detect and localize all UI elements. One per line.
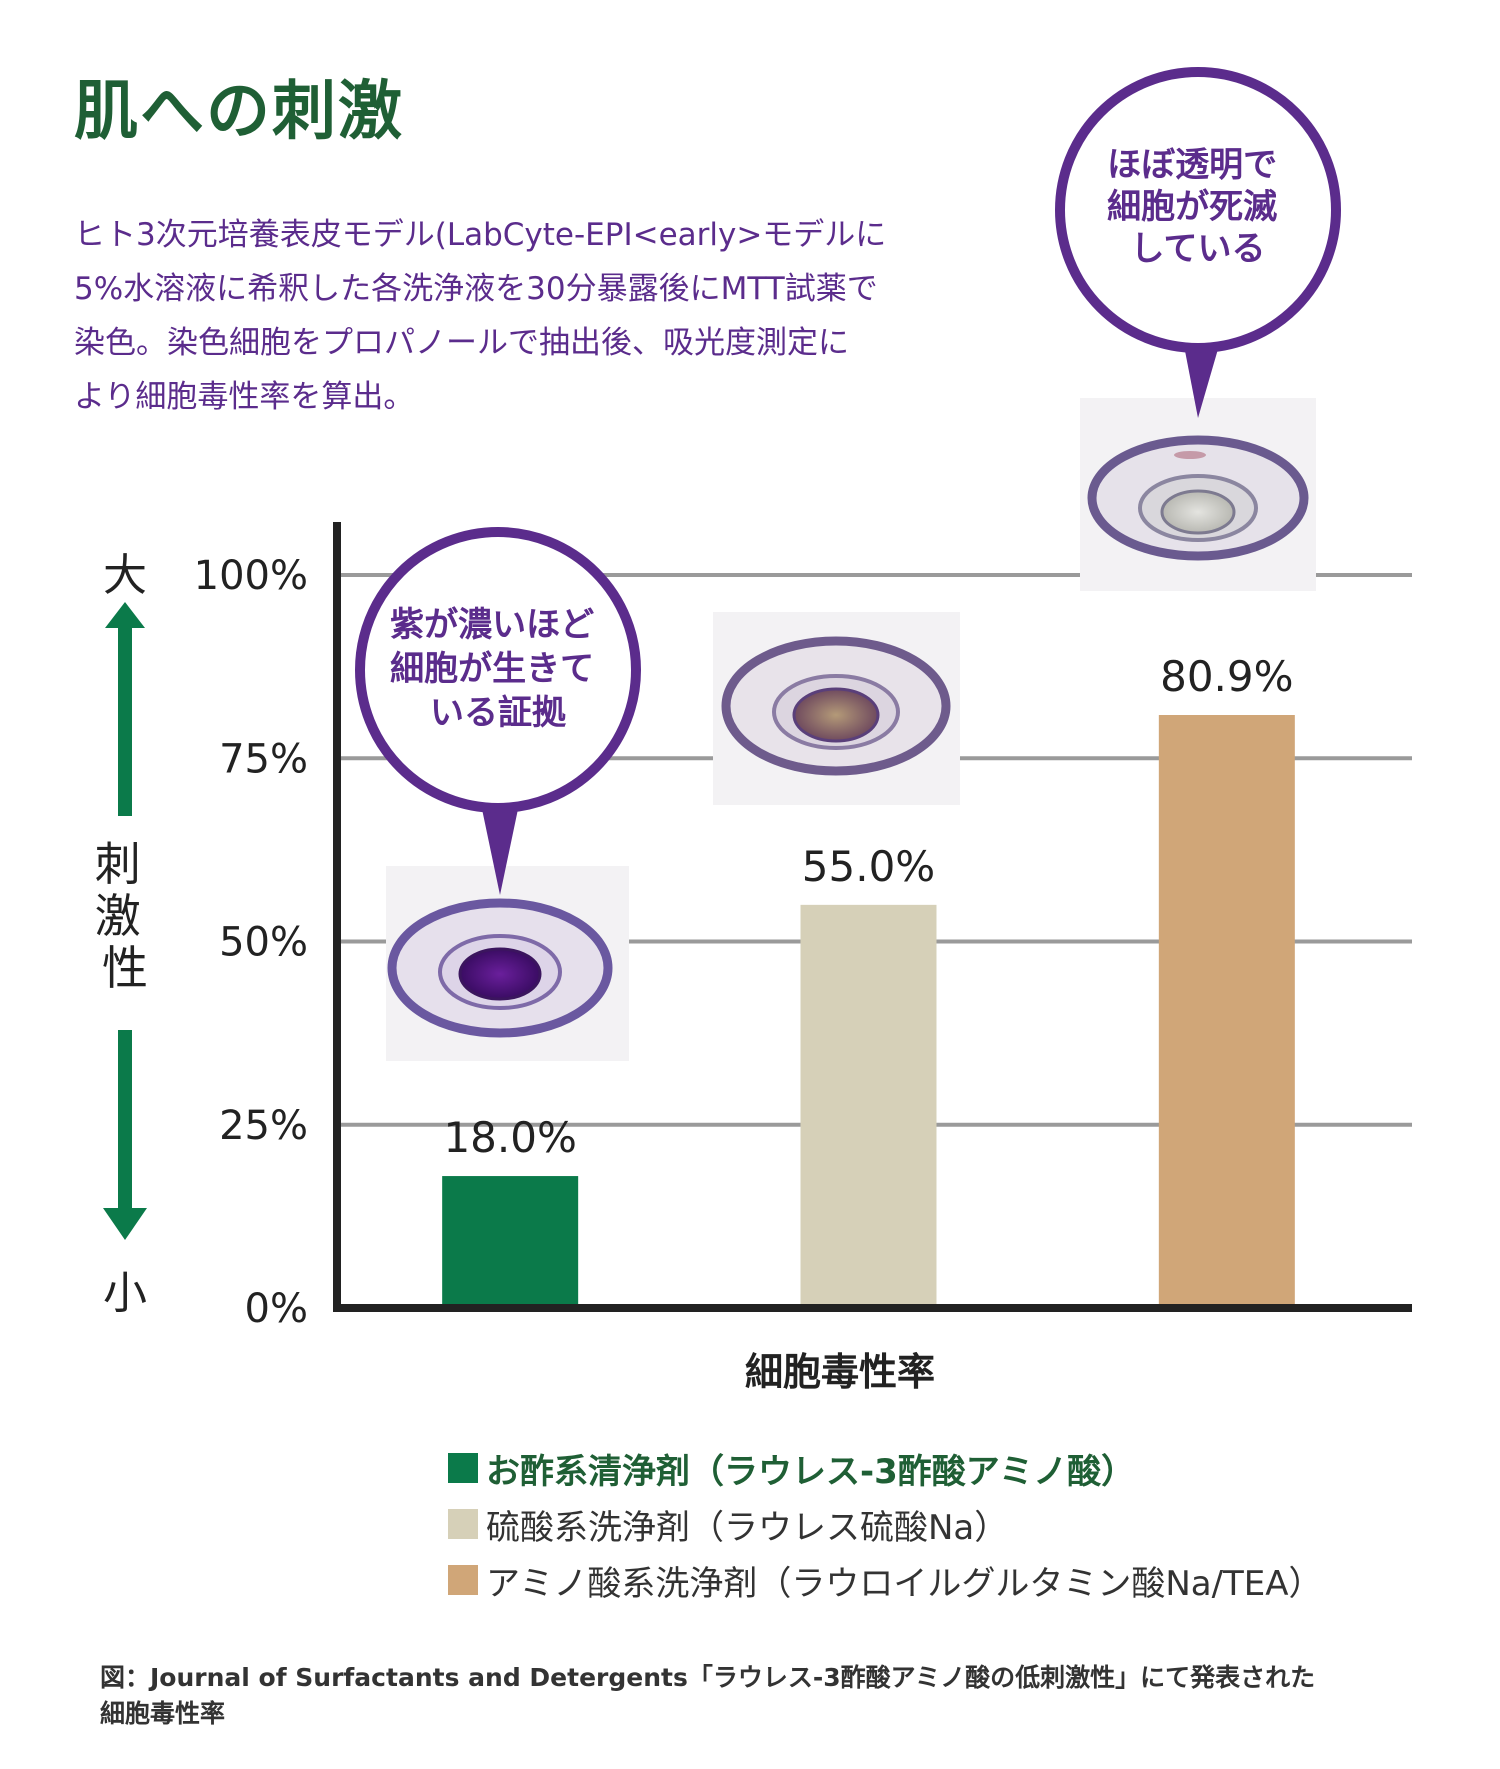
bar <box>442 1176 579 1308</box>
legend-swatch <box>448 1453 478 1483</box>
scale-title: 刺 激 性 <box>95 837 156 995</box>
cytotoxicity-bar-chart: 大 刺 激 性 小 0% 25% 50% 75% 100% 細胞毒性率 <box>95 67 1412 1394</box>
legend-swatch <box>448 1565 478 1595</box>
bar-value-label: 80.9% <box>1160 652 1293 701</box>
arrow-up-icon <box>105 602 145 628</box>
bar <box>1158 715 1295 1308</box>
legend-label: アミノ酸系洗浄剤（ラウロイルグルタミン酸Na/TEA） <box>486 1563 1323 1604</box>
bars <box>442 715 1295 1308</box>
y-tick-labels: 0% 25% 50% 75% 100% <box>194 553 308 1332</box>
legend-item: お酢系清浄剤（ラウレス-3酢酸アミノ酸） <box>448 1440 1323 1496</box>
bar-value-label: 18.0% <box>443 1113 576 1162</box>
well-photo-live <box>386 866 629 1061</box>
y-tick-label: 0% <box>245 1286 308 1332</box>
footnote-line: 細胞毒性率 <box>100 1699 226 1728</box>
irritation-scale: 大 刺 激 性 小 <box>95 550 156 1319</box>
scale-high-label: 大 <box>103 550 147 601</box>
bar-value-label: 55.0% <box>802 842 935 891</box>
description-line: 5%水溶液に希釈した各洗浄液を30分暴露後にMTT試薬で <box>74 271 878 307</box>
y-tick-label: 25% <box>219 1103 308 1149</box>
source-footnote: 図：Journal of Surfactants and Detergents「… <box>100 1660 1430 1732</box>
description-line: 染色。染色細胞をプロパノールで抽出後、吸光度測定に <box>74 325 849 361</box>
description-line: ヒト3次元培養表皮モデル(LabCyte-EPI<early>モデルに <box>74 217 887 253</box>
x-axis-label: 細胞毒性率 <box>745 1350 935 1394</box>
y-tick-label: 50% <box>219 920 308 966</box>
callout-line: 細胞が死滅 <box>1107 187 1277 227</box>
scale-low-label: 小 <box>103 1268 147 1319</box>
svg-text:ほぼ透明で 細胞が死滅 している: ほぼ透明で 細胞が死滅 している <box>1107 145 1289 269</box>
svg-text:紫が濃いほど 細胞が生きて いる証拠: 紫が濃いほど 細胞が生きて いる証拠 <box>390 605 606 733</box>
legend-swatch <box>448 1509 478 1539</box>
y-tick-label: 100% <box>194 553 308 599</box>
legend-label: 硫酸系洗浄剤（ラウレス硫酸Na） <box>486 1507 1009 1548</box>
callout-line: ほぼ透明で <box>1107 145 1277 185</box>
page-title: 肌への刺激 <box>74 75 404 149</box>
callout-line: 細胞が生きて <box>390 649 594 689</box>
callout-live-cells: 紫が濃いほど 細胞が生きて いる証拠 <box>355 527 641 895</box>
footnote-line: 図：Journal of Surfactants and Detergents「… <box>100 1663 1316 1692</box>
legend-item: 硫酸系洗浄剤（ラウレス硫酸Na） <box>448 1496 1323 1552</box>
legend: お酢系清浄剤（ラウレス-3酢酸アミノ酸） 硫酸系洗浄剤（ラウレス硫酸Na） アミ… <box>448 1440 1323 1608</box>
callout-line: 紫が濃いほど <box>390 605 594 645</box>
y-tick-label: 75% <box>219 736 308 782</box>
method-description: ヒト3次元培養表皮モデル(LabCyte-EPI<early>モデルに 5%水溶… <box>74 208 1034 424</box>
callout-line: いる証拠 <box>430 693 567 733</box>
callout-dead-cells: ほぼ透明で 細胞が死滅 している <box>1055 67 1341 418</box>
description-line: より細胞毒性率を算出。 <box>74 379 415 415</box>
arrow-up-shaft <box>118 626 132 816</box>
legend-item: アミノ酸系洗浄剤（ラウロイルグルタミン酸Na/TEA） <box>448 1552 1323 1608</box>
legend-label: お酢系清浄剤（ラウレス-3酢酸アミノ酸） <box>486 1451 1136 1492</box>
arrow-down-shaft <box>118 1030 132 1210</box>
bar <box>800 904 937 1308</box>
well-photo-dead <box>1080 398 1316 591</box>
callout-line: している <box>1131 229 1266 269</box>
arrow-down-icon <box>103 1208 147 1240</box>
well-photo-mid <box>713 612 960 805</box>
bar-value-labels: 18.0% 55.0% 80.9% <box>443 652 1293 1162</box>
